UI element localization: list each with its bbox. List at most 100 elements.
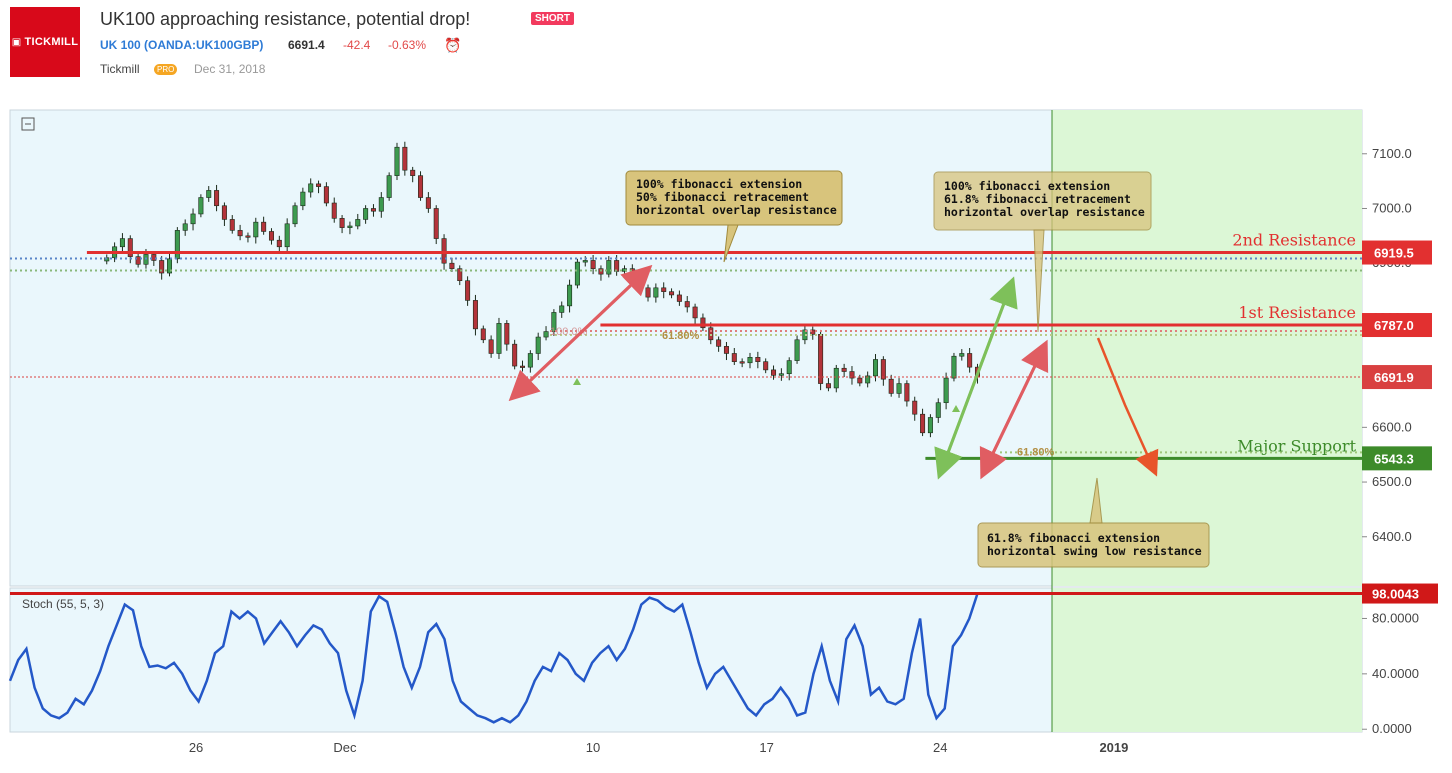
callout-1: 100% fibonacci extension 50% fibonacci re… — [625, 170, 843, 263]
author-link[interactable]: Tickmill — [100, 62, 140, 76]
candle-body — [951, 355, 957, 379]
tickmill-logo: ▣ TICKMILL — [10, 7, 80, 77]
candle-body — [896, 383, 902, 394]
candle-body — [378, 197, 384, 212]
pro-badge: PRO — [154, 64, 178, 75]
projected-drop-arrow — [1096, 337, 1159, 477]
candle-body — [786, 360, 792, 375]
callout-line: 61.8% fibonacci extension — [987, 531, 1160, 545]
candle-body — [253, 221, 259, 238]
stoch-title: Stoch (55, 5, 3) — [22, 597, 104, 611]
level-price-tag — [1362, 446, 1432, 471]
candle-body — [676, 294, 682, 302]
candle-body — [857, 377, 863, 384]
fib-arrow-down — [508, 267, 650, 402]
alarm-clock-icon[interactable]: ⏰ — [444, 37, 462, 53]
level-price-tag — [1362, 313, 1432, 338]
callout-line: horizontal swing low resistance — [987, 544, 1202, 558]
candle-body — [159, 260, 165, 274]
candle-body — [198, 197, 204, 215]
candle-body — [723, 346, 729, 354]
candle-body — [818, 334, 824, 384]
level-price-value: 6787.0 — [1374, 318, 1414, 333]
stoch-tick-label: 40.0000 — [1372, 666, 1419, 681]
candle-body — [433, 208, 439, 239]
candle-body — [402, 146, 408, 171]
candle-body — [182, 223, 188, 231]
candle-body — [802, 329, 808, 341]
x-tick-label: 24 — [933, 740, 947, 755]
candle-body — [692, 306, 698, 319]
candle-body — [825, 383, 831, 389]
candle-body — [214, 190, 220, 207]
y-tick-label: 7100.0 — [1372, 146, 1412, 161]
candle-body — [535, 336, 541, 354]
candle-body — [661, 287, 667, 292]
candle-body — [771, 369, 777, 376]
short-badge: SHORT — [531, 12, 574, 25]
candle-body — [582, 260, 588, 263]
candle-body — [943, 377, 949, 404]
candle-body — [363, 208, 369, 220]
candle-body — [418, 175, 424, 198]
stoch-value-tag — [1362, 583, 1438, 604]
candle-body — [221, 205, 227, 220]
candle-body — [716, 339, 722, 347]
callout-line: 100% fibonacci extension — [944, 179, 1110, 193]
candle-body — [731, 353, 737, 362]
level-label: 1st Resistance — [1238, 303, 1356, 322]
y-tick-label: 6500.0 — [1372, 474, 1412, 489]
last-price-tag — [1362, 365, 1432, 390]
y-tick-label: 6400.0 — [1372, 529, 1412, 544]
candle-body — [567, 284, 573, 307]
candle-body — [300, 191, 306, 207]
candle-body — [488, 339, 494, 354]
candle-body — [206, 190, 212, 198]
x-tick-label: Dec — [333, 740, 357, 755]
candle-body — [292, 205, 298, 225]
candle-body — [496, 323, 502, 354]
fib-arrow-red-down — [979, 344, 1047, 480]
idea-title: UK100 approaching resistance, potential … — [100, 9, 471, 29]
y-tick-label: 7000.0 — [1372, 200, 1412, 215]
candle-body — [276, 239, 282, 248]
candle-body — [794, 339, 800, 361]
fib-label: 61.80% — [662, 330, 700, 342]
level-price-value: 6919.5 — [1374, 246, 1414, 261]
candle-body — [684, 301, 690, 308]
candle-body — [559, 305, 565, 313]
candle-body — [810, 329, 816, 335]
candle-body — [237, 230, 243, 237]
candle-body — [355, 219, 361, 227]
callout-line: 50% fibonacci retracement — [636, 190, 809, 204]
symbol-link[interactable]: UK 100 (OANDA:UK100GBP) — [100, 38, 264, 52]
candle-body — [865, 375, 871, 384]
publish-date: Dec 31, 2018 — [194, 62, 266, 76]
candle-body — [394, 146, 400, 176]
candle-body — [873, 359, 879, 377]
candle-body — [504, 323, 510, 345]
logo-text: TICKMILL — [24, 36, 79, 48]
candle-body — [457, 268, 463, 282]
x-tick-label: 26 — [189, 740, 203, 755]
projection-zone-lower — [1052, 588, 1362, 732]
callout-line: 100% fibonacci extension — [636, 177, 802, 191]
candle-body — [410, 169, 416, 176]
candle-body — [127, 238, 133, 257]
callout-3: 61.8% fibonacci extension horizontal swin… — [977, 477, 1210, 568]
candle-body — [653, 287, 659, 298]
candle-body — [441, 238, 447, 264]
candle-body — [669, 291, 675, 296]
candle-body — [904, 383, 910, 402]
candle-body — [920, 413, 926, 434]
collapse-icon[interactable] — [21, 117, 35, 131]
candle-body — [331, 202, 337, 219]
candle-body — [167, 258, 173, 274]
candle-body — [190, 213, 196, 225]
candle-body — [935, 402, 941, 418]
callout-line: horizontal overlap resistance — [944, 205, 1145, 219]
